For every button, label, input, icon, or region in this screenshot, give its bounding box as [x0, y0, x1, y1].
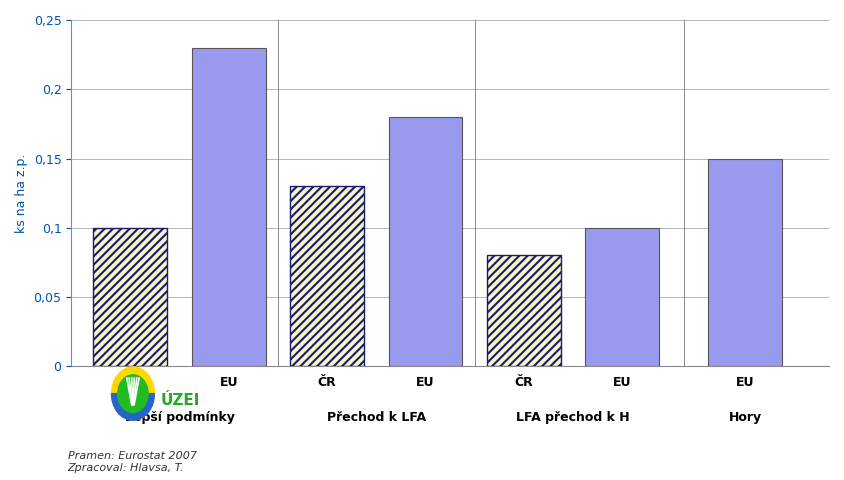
Bar: [586, 228, 659, 366]
Circle shape: [118, 375, 148, 412]
Wedge shape: [111, 394, 154, 420]
Text: Pramen: Eurostat 2007
Zpracoval: Hlavsa, T.: Pramen: Eurostat 2007 Zpracoval: Hlavsa,…: [68, 451, 197, 473]
Y-axis label: ks na ha z.p.: ks na ha z.p.: [15, 154, 28, 233]
Bar: [487, 255, 561, 366]
Text: ÚZEI: ÚZEI: [160, 393, 200, 408]
Circle shape: [111, 367, 154, 420]
Bar: [708, 158, 782, 366]
Text: Přechod k LFA: Přechod k LFA: [327, 410, 426, 424]
Bar: [94, 228, 167, 366]
Text: Lepší podmínky: Lepší podmínky: [125, 410, 235, 424]
Bar: [290, 186, 364, 366]
Bar: [388, 117, 463, 366]
Bar: [192, 48, 266, 366]
Text: LFA přechod k H: LFA přechod k H: [517, 410, 630, 424]
Text: Hory: Hory: [728, 410, 762, 424]
